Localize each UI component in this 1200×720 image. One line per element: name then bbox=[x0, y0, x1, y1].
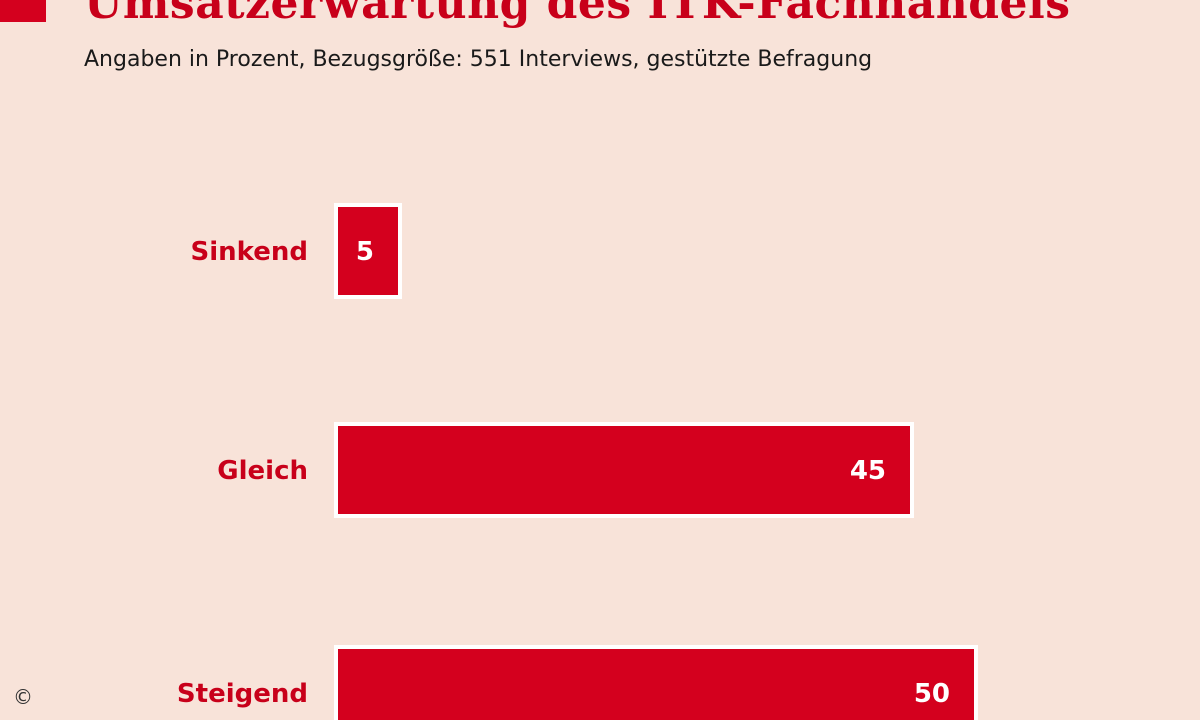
accent-square bbox=[0, 0, 46, 22]
copyright-icon: © bbox=[13, 685, 33, 709]
category-label-sinkend: Sinkend bbox=[191, 237, 309, 267]
category-label-gleich: Gleich bbox=[217, 456, 308, 486]
value-label-sinkend: 5 bbox=[356, 237, 374, 267]
value-label-gleich: 45 bbox=[850, 456, 886, 486]
bar-sinkend bbox=[334, 203, 402, 299]
chart-subtitle: Angaben in Prozent, Bezugsgröße: 551 Int… bbox=[84, 47, 873, 72]
value-label-steigend: 50 bbox=[914, 679, 950, 709]
category-label-steigend: Steigend bbox=[177, 679, 308, 709]
bar-gleich bbox=[334, 422, 914, 518]
bar-steigend bbox=[334, 645, 978, 720]
chart-title: Umsatzerwartung des ITK-Fachhandels bbox=[84, 0, 1071, 29]
